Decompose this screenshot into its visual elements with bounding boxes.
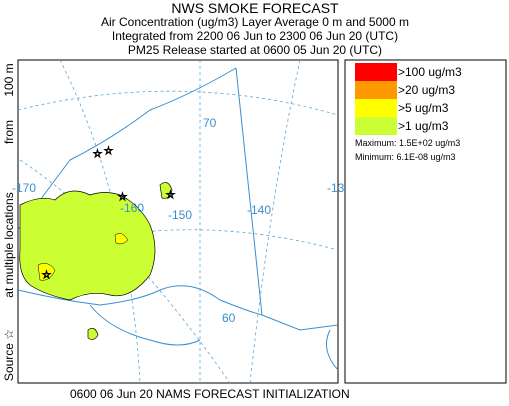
legend-swatch	[355, 99, 397, 117]
legend-swatch	[355, 117, 397, 135]
grid-label: -160	[120, 201, 144, 215]
grid-label: -170	[12, 181, 36, 195]
title: NWS SMOKE FORECAST	[171, 0, 339, 16]
legend-maximum: Maximum: 1.5E+02 ug/m3	[355, 138, 460, 148]
source-marker: ☆	[104, 146, 113, 157]
grid-label: -140	[247, 203, 271, 217]
legend-minimum: Minimum: 6.1E-08 ug/m3	[355, 152, 456, 162]
source-marker: ☆	[118, 192, 127, 203]
side-label: at multiple locations	[2, 192, 16, 297]
side-label: Source ☆	[2, 329, 16, 381]
grid-label: 60	[222, 311, 236, 325]
subtitle: PM25 Release started at 0600 05 Jun 20 (…	[128, 43, 382, 57]
grid-label: -150	[168, 208, 192, 222]
legend: Maximum: 1.5E+02 ug/m3 Minimum: 6.1E-08 …	[344, 59, 507, 384]
legend-label: >100 ug/m3	[398, 65, 462, 79]
subtitle: Integrated from 2200 06 Jun to 2300 06 J…	[112, 29, 398, 43]
legend-swatch	[355, 63, 397, 81]
side-label: from	[2, 120, 16, 144]
legend-label: >1 ug/m3	[398, 119, 449, 133]
legend-swatch	[355, 81, 397, 99]
subtitle: Air Concentration (ug/m3) Layer Average …	[101, 15, 409, 29]
legend-label: >20 ug/m3	[398, 83, 455, 97]
source-marker: ☆	[93, 149, 102, 160]
legend-label: >5 ug/m3	[398, 101, 449, 115]
grid-label: 70	[203, 116, 217, 130]
source-marker: ☆	[42, 270, 51, 281]
side-label: 100 m	[2, 63, 16, 96]
footer: 0600 06 Jun 20 NAMS FORECAST INITIALIZAT…	[70, 387, 350, 401]
source-marker: ☆	[166, 190, 175, 201]
map: ☆ ☆ ☆ ☆ ☆ -170 -160 -150 -140 -130 70 60	[12, 59, 351, 384]
